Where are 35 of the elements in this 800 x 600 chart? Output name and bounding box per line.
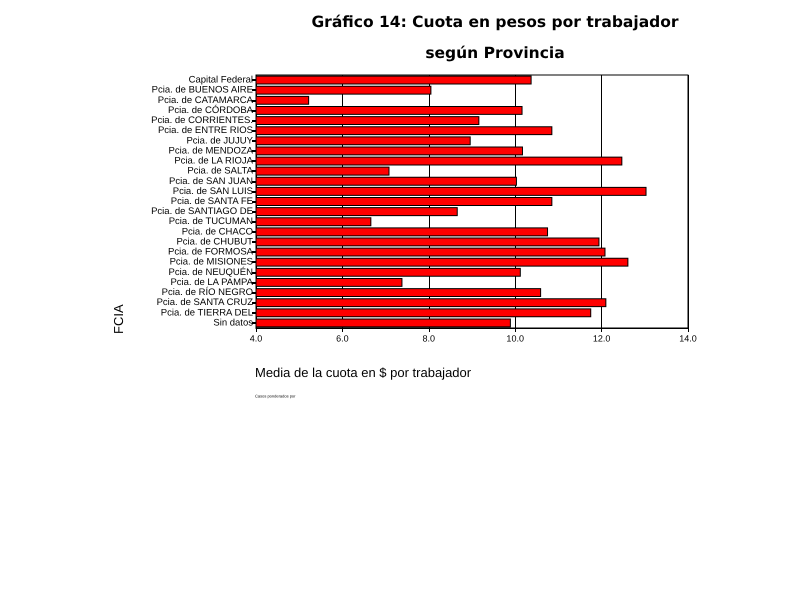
y-tick-label: Pcia. de CORRIENTES. (151, 115, 253, 126)
y-tick-label: Sin datos (213, 317, 254, 328)
y-tick-label: Pcia. de TIERRA DEL (160, 307, 253, 318)
y-tick-label: Pcia. de SALTA (187, 166, 254, 177)
y-tick-label: Pcia. de LA PAMPA (170, 276, 254, 288)
y-tick-label: Pcia. de BUENOS AIRE (152, 84, 253, 96)
x-tick-label: 14.0 (679, 334, 697, 344)
x-tick-label: 6.0 (336, 334, 349, 344)
y-tick-label: Pcia. de JUJUY (186, 135, 254, 146)
y-tick-label: Pcia. de SANTIAGO DE (151, 206, 253, 218)
x-tick-label: 12.0 (592, 334, 610, 344)
y-tick-label: Pcia. de NEUQUÉN (168, 266, 254, 278)
x-tick-label: 10.0 (506, 334, 524, 344)
chart-subtitle: según Provincia (425, 44, 565, 62)
y-tick-label: Pcia. de TUCUMAN (168, 216, 254, 228)
y-tick-label: Pcia. de CHACO (182, 226, 253, 238)
y-tick-label: Pcia. de MENDOZA (168, 145, 254, 156)
y-tick-label: Pcia. de CÓRDOBA (168, 104, 254, 116)
y-tick-label: Pcia. de SAN JUAN (169, 176, 254, 187)
y-tick-label: Pcia. de MISIONES (170, 256, 253, 268)
y-tick-label: Pcia. de FORMOSA (168, 246, 254, 258)
y-tick-label: Pcia. de SANTA CRUZ (156, 297, 254, 308)
chart-title: Gráfico 14: Cuota en pesos por trabajador (311, 13, 679, 31)
y-axis-title: FCIA (111, 304, 126, 334)
y-tick-label: Pcia. de RÍO NEGRO (162, 286, 253, 298)
y-tick-label: Pcia. de LA RIOJA (174, 156, 254, 167)
x-tick-label: 8.0 (422, 334, 436, 344)
y-tick-label: Capital Federal (188, 74, 253, 86)
y-tick-label: Pcia. de CATAMARCA (158, 94, 254, 106)
y-tick-label: Pcia. de SANTA FE (170, 196, 253, 207)
y-tick-label: Pcia. de SAN LUIS (172, 186, 253, 197)
y-tick-label: Pcia. de CHUBUT (176, 236, 254, 248)
x-tick-label: 4.0 (250, 334, 262, 344)
x-axis-title: Media de la cuota en $ por trabajador (255, 365, 472, 380)
y-tick-label: Pcia. de ENTRE RIOS (158, 125, 253, 136)
